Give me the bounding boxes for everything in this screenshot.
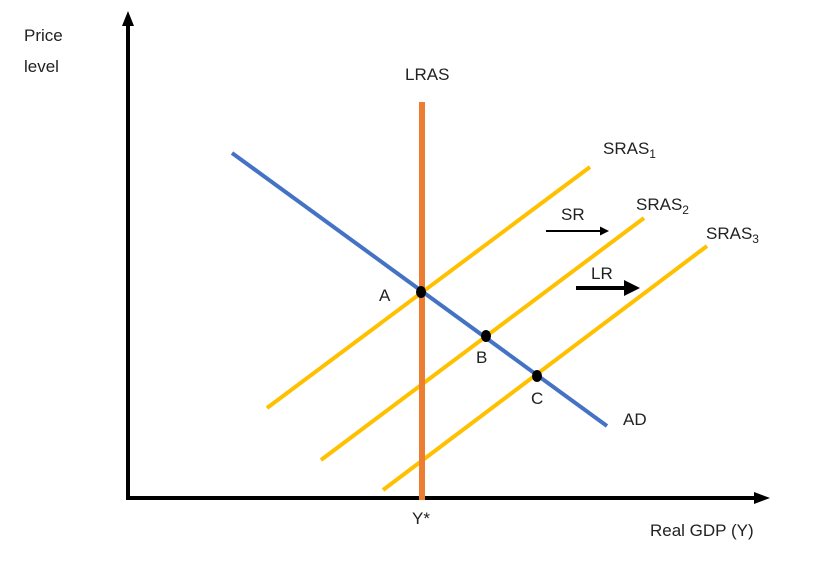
ad-label: AD xyxy=(623,410,647,429)
sras1-label: SRAS1 xyxy=(603,139,656,161)
lr-shift-arrowhead xyxy=(624,280,640,296)
point-b-marker xyxy=(481,330,491,342)
x-axis-label: Real GDP (Y) xyxy=(650,521,754,540)
sras2-label-sub: 2 xyxy=(682,203,689,217)
sras2-label-main: SRAS xyxy=(636,195,682,214)
y-axis-arrowhead xyxy=(122,11,134,26)
point-c-marker xyxy=(532,370,542,382)
sras2-label: SRAS2 xyxy=(636,195,689,217)
sras1-label-sub: 1 xyxy=(649,147,656,161)
sr-shift-label: SR xyxy=(561,205,585,224)
lr-shift-label: LR xyxy=(591,264,613,283)
sras3-curve xyxy=(381,244,709,492)
sras1-label-main: SRAS xyxy=(603,139,649,158)
sras3-label-main: SRAS xyxy=(706,224,752,243)
point-a-label: A xyxy=(379,286,391,305)
sras3-label-sub: 3 xyxy=(752,232,759,246)
y-axis-label-line2: level xyxy=(24,57,59,76)
point-b-label: B xyxy=(476,348,487,367)
point-a-marker xyxy=(416,286,426,298)
x-tick-label: Y* xyxy=(412,509,430,528)
sras3-label: SRAS3 xyxy=(706,224,759,246)
point-c-label: C xyxy=(531,389,543,408)
y-axis-label-line1: Price xyxy=(24,26,63,45)
lras-label: LRAS xyxy=(405,65,449,84)
sras1-curve xyxy=(265,165,592,410)
x-axis-arrowhead xyxy=(754,492,770,504)
